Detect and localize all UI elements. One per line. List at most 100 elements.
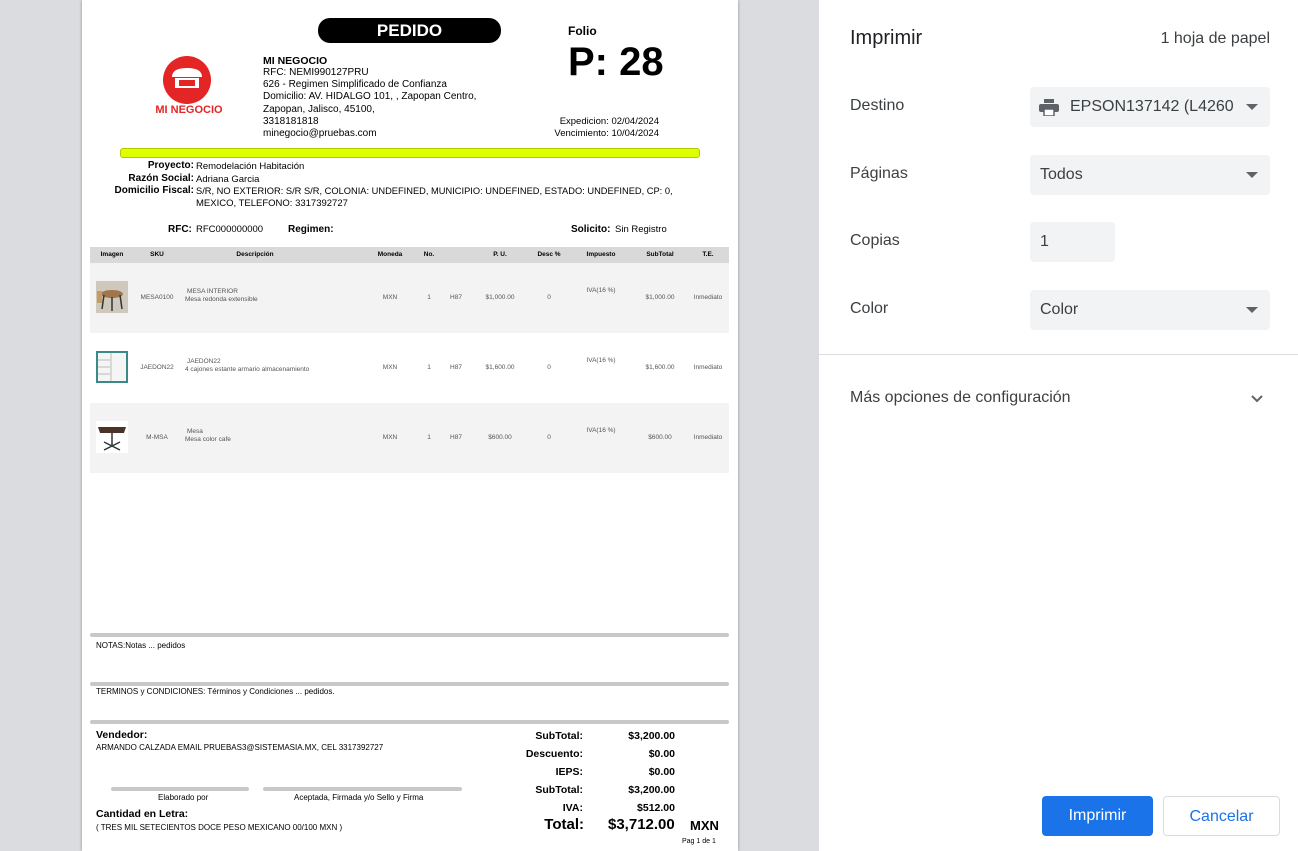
more-settings-toggle[interactable]: Más opciones de configuración [819,375,1298,423]
cell-te: Inmediato [693,364,723,371]
total-row-value: $3,200.00 [628,730,675,742]
cell-te: Inmediato [693,294,723,301]
issue-date: Expedicion: 02/04/2024 [559,116,659,127]
cancel-button[interactable]: Cancelar [1163,796,1280,836]
copies-value: 1 [1040,233,1049,250]
table-row: JAEDON22 MXN 1 H87 $1,600.00 0 IVA(16 %) $1,600… [90,333,729,403]
column-header: Impuesto [586,251,616,258]
column-header: Moneda [377,251,403,258]
seller-label: Vendedor: [96,729,148,741]
signature-line [263,787,462,791]
printer-icon [1039,99,1059,121]
copies-label: Copias [850,232,900,249]
cell-moneda: MXN [382,294,398,301]
cell-descuento: 0 [547,434,551,441]
dropdown-arrow-icon [1246,104,1258,110]
column-header: P. U. [493,251,507,258]
document-title: PEDIDO [318,18,501,43]
cell-description: Mesa redonda extensible [185,296,258,303]
client-rfc-label: RFC: [168,224,192,235]
total-row-value: $0.00 [648,748,675,760]
more-settings-label: Más opciones de configuración [850,389,1071,406]
cell-unit: H87 [450,294,462,301]
cell-name: MESA INTERIOR [187,288,238,295]
table-header: Imagen SKU Descripción Moneda No. P. U. Desc %… [90,247,729,263]
destination-select[interactable]: EPSON137142 (L4260 [1030,87,1270,127]
solicito-label: Solicito: [571,224,611,235]
client-rfc: RFC000000000 [196,224,264,235]
divider [90,720,729,724]
client-regimen-label: Regimen: [288,224,334,235]
cell-sku: M-MSA [146,434,168,441]
domicilio-value: S/R, NO EXTERIOR: S/R S/R, COLONIA: UNDE… [196,186,673,196]
table-row: MESA0100 MXN 1 H87 $1,000.00 0 IVA(16 %) $1,000… [90,263,729,333]
cell-sku: JAEDON22 [140,364,174,371]
pages-select[interactable]: Todos [1030,155,1270,195]
svg-text:MI NEGOCIO: MI NEGOCIO [155,104,223,116]
cell-moneda: MXN [382,434,398,441]
cell-impuesto: IVA(16 %) [586,357,616,364]
copies-input[interactable]: 1 [1030,222,1115,262]
cell-descuento: 0 [547,294,551,301]
document-page: PEDIDO MI NEGOCIO MI NEGOCIO RFC: NEMI99… [82,0,738,851]
company-name: MI NEGOCIO [263,55,328,67]
page-number: Pag 1 de 1 [682,838,716,845]
company-regimen: 626 - Regimen Simplificado de Confianza [263,79,447,90]
cell-no: 1 [427,434,431,441]
highlight-bar [120,148,700,158]
print-settings-panel: Imprimir 1 hoja de papel Destino EPSON13… [819,0,1298,851]
color-value: Color [1040,301,1079,318]
notes: NOTAS:Notas ... pedidos [96,641,186,650]
cell-impuesto: IVA(16 %) [586,427,616,434]
due-date: Vencimiento: 10/04/2024 [554,128,659,139]
column-header: Imagen [100,251,124,258]
total-row-value: $0.00 [648,766,675,778]
pages-label: Páginas [850,165,908,182]
cell-subtotal: $600.00 [648,434,672,441]
total-row-value: $512.00 [637,802,675,814]
folio-number: P: 28 [568,40,664,84]
solicito-value: Sin Registro [615,224,667,235]
cell-description: Mesa color cafe [185,436,231,443]
folio-label: Folio [568,24,597,38]
cell-te: Inmediato [693,434,723,441]
cell-name: Mesa [187,428,203,435]
cell-unit: H87 [450,434,462,441]
column-header: Desc % [537,251,561,258]
product-image [96,281,128,313]
cell-name: JAEDON22 [187,358,221,365]
cell-sku: MESA0100 [140,294,174,301]
domicilio-label: Domicilio Fiscal: [114,185,194,196]
divider [819,354,1298,355]
razon-social-value: Adriana Garcia [196,174,260,185]
total-row-label: Descuento: [525,748,583,760]
company-logo: MI NEGOCIO [144,55,234,117]
razon-social-label: Razón Social: [128,173,194,184]
divider [90,682,729,686]
terms: TERMINOS y CONDICIONES: Términos y Condi… [96,687,335,696]
table-row: M-MSA MXN 1 H87 $600.00 0 IVA(16 %) $600.00 Inme… [90,403,729,473]
color-select[interactable]: Color [1030,290,1270,330]
total-value: $3,712.00 [608,816,675,833]
total-currency: MXN [690,818,719,833]
print-button[interactable]: Imprimir [1042,796,1153,836]
divider [90,633,729,637]
panel-title: Imprimir [850,27,923,49]
cell-pu: $600.00 [488,434,512,441]
elaborado-label: Elaborado por [158,793,209,802]
pages-value: Todos [1040,166,1083,183]
total-row-label: SubTotal: [535,784,583,796]
column-header: SKU [150,251,164,258]
destination-label: Destino [850,97,905,114]
domicilio-value-2: MEXICO, TELEFONO: 3317392727 [196,198,348,209]
cell-impuesto: IVA(16 %) [586,287,616,294]
cell-subtotal: $1,000.00 [645,294,675,301]
print-preview-area: PEDIDO MI NEGOCIO MI NEGOCIO RFC: NEMI99… [0,0,819,851]
total-label: Total: [544,816,584,833]
total-row-value: $3,200.00 [628,784,675,796]
company-email: minegocio@pruebas.com [263,128,377,139]
cell-no: 1 [427,364,431,371]
amount-words-label: Cantidad en Letra: [96,808,189,820]
column-header: No. [423,251,435,258]
cell-no: 1 [427,294,431,301]
